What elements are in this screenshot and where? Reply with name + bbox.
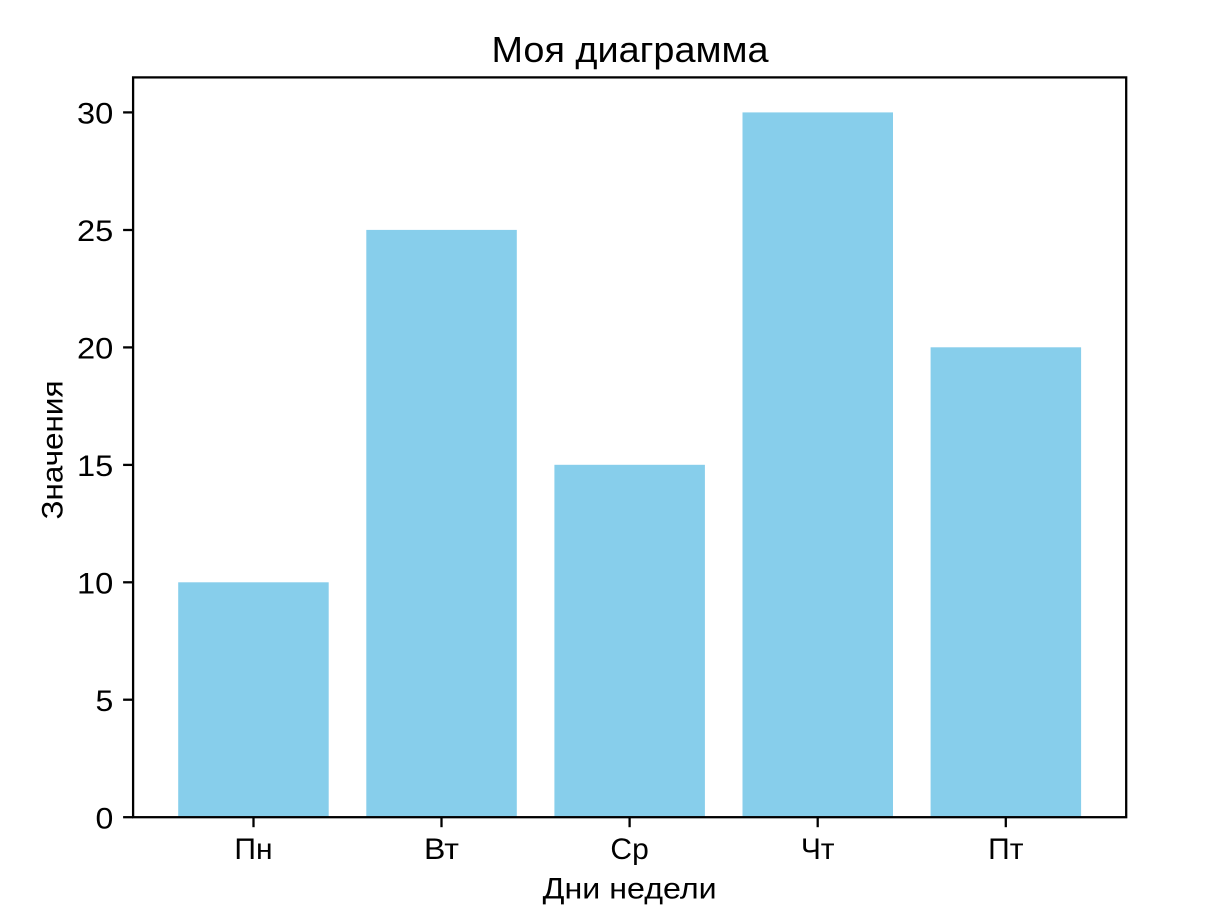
- svg-text:25: 25: [77, 215, 113, 248]
- svg-text:Чт: Чт: [801, 833, 835, 866]
- svg-text:0: 0: [96, 802, 114, 835]
- svg-text:20: 20: [77, 333, 113, 366]
- svg-text:30: 30: [77, 98, 113, 131]
- svg-text:10: 10: [77, 567, 113, 600]
- svg-text:15: 15: [77, 450, 113, 483]
- svg-text:Значения: Значения: [37, 381, 70, 520]
- svg-text:5: 5: [96, 685, 114, 718]
- svg-text:Вт: Вт: [424, 833, 459, 866]
- svg-text:Ср: Ср: [610, 833, 648, 866]
- svg-text:Пт: Пт: [988, 833, 1024, 866]
- svg-text:Моя диаграмма: Моя диаграмма: [492, 29, 770, 70]
- svg-text:Пн: Пн: [234, 833, 272, 866]
- svg-text:Дни недели: Дни недели: [543, 872, 717, 905]
